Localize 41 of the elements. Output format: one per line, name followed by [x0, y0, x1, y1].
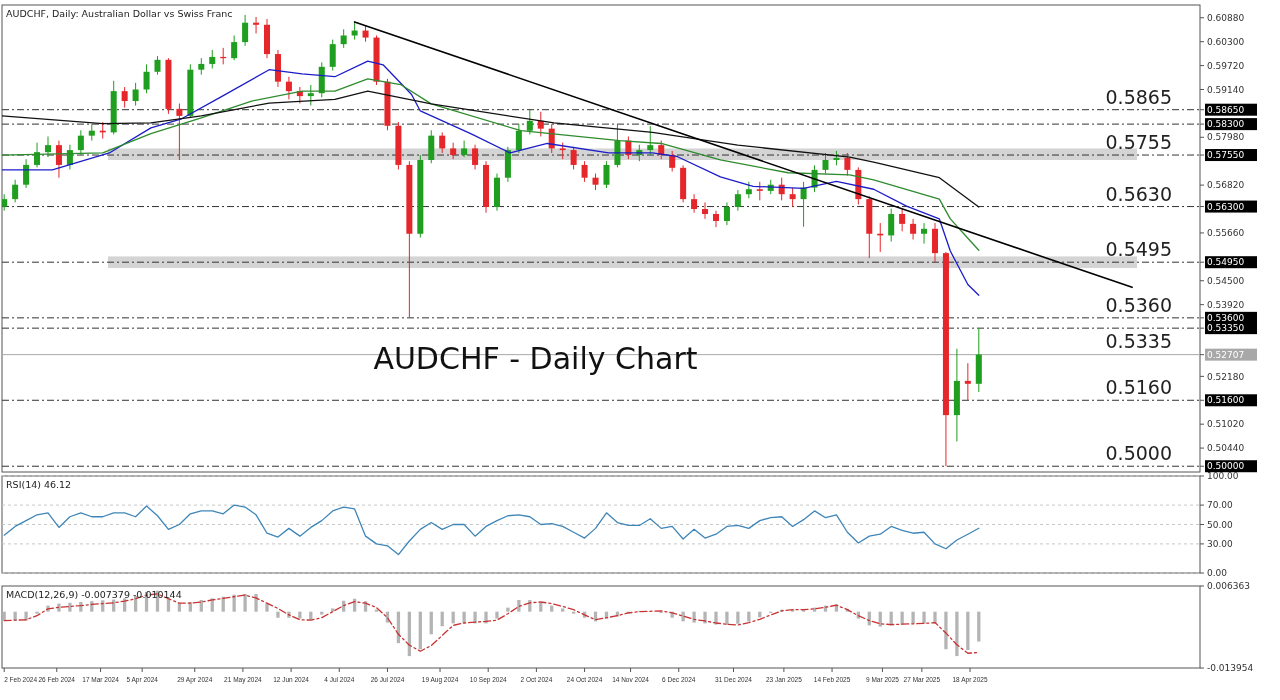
ref-line-label: 0.5335 — [1105, 330, 1172, 353]
y-tick-label: 100.00 — [1207, 471, 1239, 482]
ref-line-label: 0.5360 — [1105, 293, 1172, 316]
y-tick-label: 0.53920 — [1207, 299, 1245, 310]
y-tick-label: 0.58650 — [1207, 104, 1245, 115]
y-tick-label: 0.60880 — [1207, 12, 1245, 23]
y-tick-label: 0.59720 — [1207, 60, 1245, 71]
y-tick-label: 0.006363 — [1207, 581, 1250, 592]
y-tick-label: 0.54500 — [1207, 275, 1245, 286]
annotation: AUDCHF - Daily Chart — [373, 341, 698, 377]
ref-line-label: 0.5755 — [1105, 131, 1172, 154]
y-tick-label: 0.56300 — [1207, 201, 1245, 212]
ref-line-label: 0.5160 — [1105, 376, 1172, 399]
y-tick-label: 0.51600 — [1207, 395, 1245, 406]
y-tick-label: 0.55660 — [1207, 228, 1245, 239]
ref-line-label: 0.5000 — [1105, 442, 1172, 465]
y-tick-label: 50.00 — [1207, 519, 1234, 530]
y-tick-label: 0.57550 — [1207, 150, 1245, 161]
y-tick-label: 0.00 — [1207, 568, 1228, 579]
ref-line-label: 0.5865 — [1105, 85, 1172, 108]
chart-title: MACD(12,26,9) -0.007379 -0.010144 — [6, 589, 182, 600]
ref-line-label: 0.5630 — [1105, 182, 1172, 205]
y-tick-label: -0.013954 — [1207, 663, 1254, 674]
y-tick-label: 0.57980 — [1207, 132, 1245, 143]
y-tick-label: 0.53600 — [1207, 312, 1245, 323]
y-tick-label: 0.56820 — [1207, 180, 1245, 191]
y-tick-label: 0.52180 — [1207, 371, 1245, 382]
y-tick-label: 0.54950 — [1207, 257, 1245, 268]
chart-title: RSI(14) 46.12 — [6, 479, 72, 490]
y-tick-label: 0.53350 — [1207, 323, 1245, 334]
y-tick-label: 0.58300 — [1207, 119, 1245, 130]
y-tick-label: 0.52707 — [1207, 349, 1245, 360]
y-tick-label: 0.51020 — [1207, 419, 1245, 430]
y-tick-label: 70.00 — [1207, 500, 1234, 511]
y-tick-label: 0.59140 — [1207, 84, 1245, 95]
y-tick-label: 0.50440 — [1207, 443, 1245, 454]
y-tick-label: 30.00 — [1207, 539, 1234, 550]
y-tick-label: 0.50000 — [1207, 461, 1245, 472]
y-tick-label: 0.60300 — [1207, 36, 1245, 47]
chart-title: AUDCHF, Daily: Australian Dollar vs Swiss Franc — [6, 8, 233, 19]
ref-line-label: 0.5495 — [1105, 238, 1172, 261]
